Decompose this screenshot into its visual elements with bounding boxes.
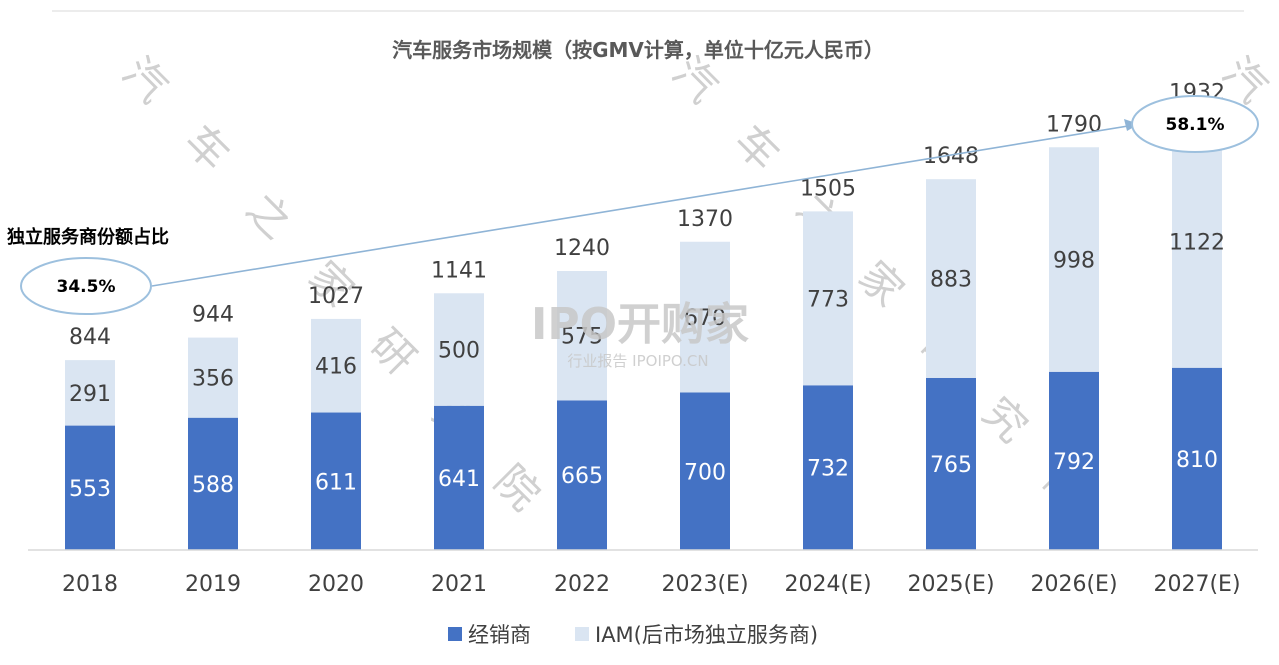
bar-dealer-2027(E) (1172, 367, 1222, 550)
x-tick-2025(E): 2025(E) (907, 572, 994, 597)
legend-swatch-iam (575, 627, 589, 641)
x-tick-2018: 2018 (62, 572, 118, 597)
bar-iam-2018 (65, 360, 115, 426)
x-axis-ticks: 2018 2019 2020 2021 2022 2023(E) 2024(E) 2025(E… (62, 572, 1241, 597)
share-end-ellipse (1131, 95, 1259, 153)
data-label-total-2019: 944 (192, 303, 234, 328)
bar-iam-2022 (557, 271, 607, 401)
legend-label-dealer: 经销商 (468, 623, 531, 647)
x-tick-2020: 2020 (308, 572, 364, 597)
share-start-value: 34.5% (57, 277, 116, 297)
bar-dealer-2022 (557, 400, 607, 550)
bar-dealer-2025(E) (926, 377, 976, 550)
data-label-total-2022: 1240 (554, 236, 610, 261)
data-label-iam-2025(E): 883 (930, 268, 972, 293)
x-tick-2024(E): 2024(E) (784, 572, 871, 597)
x-tick-2022: 2022 (554, 572, 610, 597)
data-label-iam-2018: 291 (69, 382, 111, 407)
data-label-total-2026(E): 1790 (1046, 112, 1102, 137)
chart-title: 汽车服务市场规模（按GMV计算，单位十亿元人民币） (392, 38, 884, 62)
bar-iam-2023(E) (680, 241, 730, 393)
x-tick-2019: 2019 (185, 572, 241, 597)
data-label-iam-2021: 500 (438, 339, 480, 364)
data-label-dealer-2027(E): 810 (1176, 448, 1218, 473)
watermark-char: 车 (725, 116, 789, 180)
bar-dealer-2026(E) (1049, 371, 1099, 550)
bar-iam-2024(E) (803, 211, 853, 386)
brand-watermark-sub: 行业报告 IPOIPO.CN (567, 352, 708, 370)
x-tick-2026(E): 2026(E) (1030, 572, 1117, 597)
data-label-iam-2027(E): 1122 (1169, 231, 1225, 256)
legend: 经销商 IAM(后市场独立服务商) (448, 623, 818, 647)
bar-iam-2021 (434, 293, 484, 406)
share-start-ellipse (20, 257, 152, 315)
watermark-char: 之 (237, 184, 301, 248)
data-label-dealer-2021: 641 (438, 467, 480, 492)
x-tick-2027(E): 2027(E) (1153, 572, 1240, 597)
brand-watermark: IPO开购家 行业报告 IPOIPO.CN (531, 299, 749, 370)
data-label-iam-2023(E): 670 (684, 306, 726, 331)
bar-dealer-2018 (65, 425, 115, 550)
x-tick-2023(E): 2023(E) (661, 572, 748, 597)
bars-group: 553 291 844 588 356 944 611 416 1027 641 500 1141 66… (65, 80, 1225, 550)
brand-watermark-main: IPO开购家 (531, 299, 749, 350)
data-label-total-2023(E): 1370 (677, 207, 733, 232)
bar-iam-2026(E) (1049, 147, 1099, 372)
data-label-dealer-2019: 588 (192, 473, 234, 498)
watermark-char: 研 (361, 320, 425, 384)
bar-dealer-2021 (434, 405, 484, 550)
share-trend-arrow (151, 125, 1129, 287)
data-label-total-2021: 1141 (431, 258, 487, 283)
data-label-dealer-2018: 553 (69, 477, 111, 502)
watermark-char: 院 (485, 456, 549, 520)
data-label-total-2025(E): 1648 (923, 144, 979, 169)
data-label-iam-2024(E): 773 (807, 287, 849, 312)
legend-label-iam: IAM(后市场独立服务商) (595, 623, 818, 647)
data-label-total-2018: 844 (69, 325, 111, 350)
legend-swatch-dealer (448, 627, 462, 641)
watermark-char: 家 (849, 252, 913, 316)
bar-dealer-2023(E) (680, 392, 730, 550)
watermark-char: 究 (973, 388, 1037, 452)
watermark-char: 车 (175, 116, 239, 180)
bar-dealer-2024(E) (803, 385, 853, 550)
data-label-dealer-2022: 665 (561, 464, 603, 489)
watermark-char: 汽 (113, 48, 177, 112)
bar-iam-2025(E) (926, 179, 976, 378)
data-label-iam-2019: 356 (192, 367, 234, 392)
bar-iam-2020 (311, 318, 361, 413)
data-label-dealer-2025(E): 765 (930, 453, 972, 478)
data-label-dealer-2023(E): 700 (684, 460, 726, 485)
bar-dealer-2019 (188, 417, 238, 550)
data-label-iam-2026(E): 998 (1053, 249, 1095, 274)
watermark-char: 车 (1275, 116, 1279, 180)
data-label-iam-2020: 416 (315, 355, 357, 380)
data-label-dealer-2024(E): 732 (807, 457, 849, 482)
data-label-iam-2022: 575 (561, 325, 603, 350)
data-label-dealer-2026(E): 792 (1053, 450, 1095, 475)
data-label-total-2020: 1027 (308, 284, 364, 309)
share-end-value: 58.1% (1166, 115, 1225, 135)
bar-iam-2027(E) (1172, 115, 1222, 368)
data-label-dealer-2020: 611 (315, 470, 357, 495)
share-annotation-title: 独立服务商份额占比 (7, 226, 169, 248)
bar-dealer-2020 (311, 412, 361, 550)
data-label-total-2024(E): 1505 (800, 176, 856, 201)
x-tick-2021: 2021 (431, 572, 487, 597)
bar-iam-2019 (188, 337, 238, 418)
